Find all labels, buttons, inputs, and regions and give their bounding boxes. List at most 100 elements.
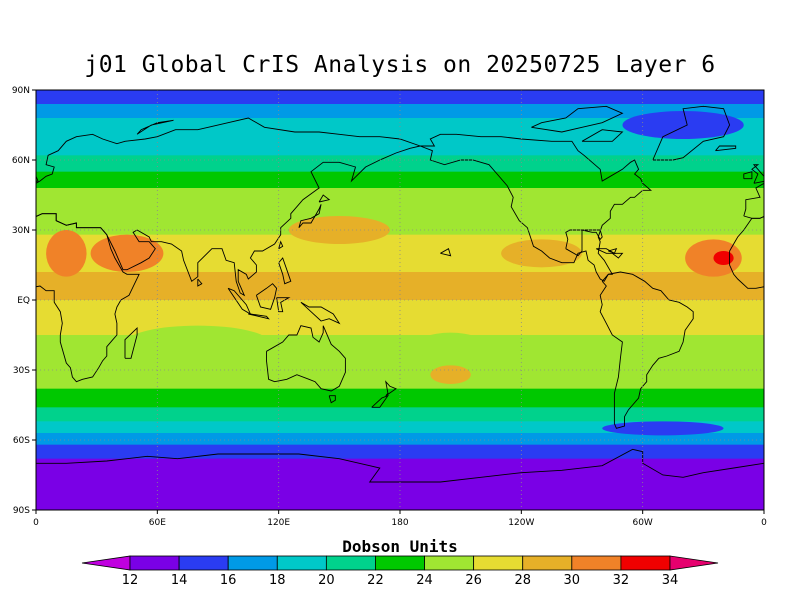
colorbar-label: 12 bbox=[122, 573, 139, 588]
coastline bbox=[36, 213, 140, 383]
ozone-band bbox=[36, 90, 764, 105]
colorbar-segment bbox=[178, 555, 229, 571]
colorbar-label: 20 bbox=[318, 573, 335, 588]
coastline bbox=[371, 394, 390, 408]
ozone-band bbox=[36, 188, 764, 212]
colorbar-segment bbox=[620, 555, 671, 571]
colorbar-segment bbox=[424, 555, 475, 571]
lon-tick-label: 60W bbox=[632, 518, 652, 528]
ozone-band bbox=[36, 211, 764, 236]
ozone-band bbox=[36, 433, 764, 446]
colorbar-label: 22 bbox=[367, 573, 384, 588]
coastline bbox=[420, 133, 653, 282]
lon-tick-label: 0 bbox=[761, 518, 767, 528]
map-title: j01 Global CrIS Analysis on 20250725 Lay… bbox=[84, 52, 716, 78]
colorbar-label: 14 bbox=[171, 573, 188, 588]
coastline bbox=[328, 395, 336, 404]
coastline bbox=[751, 164, 764, 184]
coastline bbox=[124, 326, 138, 359]
ozone-anomaly bbox=[713, 251, 734, 265]
colorbar-label: 34 bbox=[662, 573, 679, 588]
coastline bbox=[0, 146, 8, 151]
coastline bbox=[298, 204, 322, 228]
coastline bbox=[136, 119, 174, 135]
ozone-anomaly bbox=[602, 421, 724, 436]
ozone-band bbox=[36, 444, 764, 460]
coastline bbox=[36, 175, 39, 182]
lat-tick-label: 90S bbox=[13, 506, 30, 516]
colorbar-title: Dobson Units bbox=[342, 537, 458, 556]
ozone-band bbox=[36, 104, 764, 119]
ozone-anomaly bbox=[622, 111, 744, 139]
ozone-band bbox=[36, 421, 764, 434]
colorbar-label: 16 bbox=[220, 573, 237, 588]
colorbar-label: 18 bbox=[269, 573, 286, 588]
colorbar-label: 24 bbox=[416, 573, 433, 588]
ozone-anomaly bbox=[126, 325, 269, 359]
colorbar-label: 26 bbox=[465, 573, 482, 588]
lat-tick-label: EQ bbox=[17, 296, 30, 306]
colorbar: 12 14 16 18 20 22 24 26 28 30 32 34 bbox=[81, 555, 719, 588]
colorbar-segment bbox=[522, 555, 573, 571]
ozone-field-layer bbox=[36, 90, 764, 510]
colorbar-segment bbox=[276, 555, 327, 571]
coastline bbox=[266, 325, 346, 392]
coastline bbox=[255, 283, 278, 310]
coastline bbox=[596, 248, 617, 254]
gridlines bbox=[36, 90, 764, 510]
coastline bbox=[599, 271, 694, 429]
lon-tick-label: 60E bbox=[149, 518, 166, 528]
ozone-anomaly bbox=[430, 365, 471, 384]
coastline bbox=[581, 229, 603, 241]
lon-tick-label: 120E bbox=[267, 518, 290, 528]
ozone-band bbox=[36, 155, 764, 173]
coastline bbox=[608, 248, 618, 254]
coastline bbox=[385, 380, 397, 397]
coastline bbox=[227, 287, 252, 316]
ozone-anomaly bbox=[288, 216, 390, 244]
lat-tick-label: 60S bbox=[13, 436, 30, 446]
colorbar-arrow-low bbox=[81, 555, 131, 571]
colorbar-segment bbox=[571, 555, 622, 571]
coastline bbox=[36, 448, 764, 483]
lon-tick-label: 180 bbox=[391, 518, 408, 528]
ozone-band bbox=[36, 118, 764, 138]
colorbar-arrow-high bbox=[669, 555, 719, 571]
coastline bbox=[743, 171, 753, 180]
coastline bbox=[581, 129, 624, 142]
coastline bbox=[278, 257, 292, 285]
ozone-band bbox=[36, 171, 764, 189]
ozone-anomaly bbox=[414, 332, 487, 361]
colorbar-label: 30 bbox=[564, 573, 581, 588]
coastline bbox=[612, 252, 624, 259]
coastline bbox=[318, 194, 331, 203]
colorbar-label: 32 bbox=[613, 573, 630, 588]
coastline bbox=[440, 248, 452, 257]
colorbar-segment bbox=[375, 555, 425, 571]
coastline bbox=[300, 301, 341, 325]
ozone-band bbox=[36, 365, 764, 390]
coastline bbox=[276, 297, 291, 313]
coastline-layer bbox=[0, 105, 764, 483]
lat-tick-label: 60N bbox=[12, 156, 30, 166]
ozone-anomaly bbox=[46, 230, 87, 277]
coastline bbox=[565, 229, 583, 257]
coastline bbox=[248, 313, 270, 320]
ozone-anomaly bbox=[90, 234, 164, 272]
lat-tick-label: 90N bbox=[12, 86, 30, 96]
colorbar-segment bbox=[473, 555, 524, 571]
lon-tick-label: 0 bbox=[33, 518, 39, 528]
coastline bbox=[16, 172, 24, 179]
coastline bbox=[531, 105, 624, 133]
coastline bbox=[729, 215, 764, 289]
coastline bbox=[715, 145, 737, 152]
lat-tick-label: 30S bbox=[13, 366, 30, 376]
colorbar-segment bbox=[227, 555, 278, 571]
colorbar-label: 28 bbox=[514, 573, 531, 588]
colorbar-segment bbox=[129, 555, 180, 571]
coastline bbox=[197, 278, 203, 287]
colorbar-segment bbox=[325, 555, 376, 571]
lat-tick-label: 30N bbox=[12, 226, 30, 236]
